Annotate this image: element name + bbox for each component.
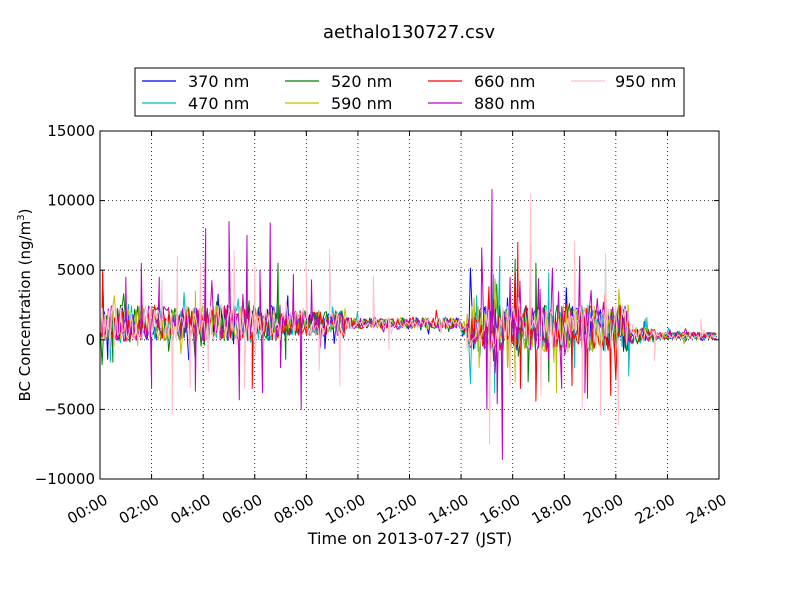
legend-label: 950 nm (615, 72, 676, 91)
legend-label: 880 nm (474, 94, 535, 113)
x-tick-label: 20:00 (580, 491, 626, 528)
chart-title: aethalo130727.csv (323, 22, 495, 43)
x-tick-label: 08:00 (271, 491, 317, 528)
y-tick-label: −10000 (35, 470, 95, 488)
series-lines (100, 189, 717, 460)
x-tick-label: 18:00 (529, 491, 575, 528)
x-axis-label: Time on 2013-07-27 (JST) (307, 529, 512, 548)
plot-area (99, 130, 720, 480)
y-tick-labels: −10000 −5000 0 5000 10000 15000 (35, 122, 95, 488)
x-tick-label: 16:00 (477, 491, 523, 528)
legend-label: 520 nm (331, 72, 392, 91)
x-tick-label: 14:00 (425, 491, 471, 528)
legend-label: 470 nm (188, 94, 249, 113)
series-line-950-nm (100, 193, 717, 445)
y-axis-label: BC Concentration (ng/m3) (16, 209, 34, 402)
plot-background (100, 131, 719, 479)
axis-ticks (99, 130, 720, 480)
y-axis-label-sup: 3 (16, 214, 27, 220)
y-tick-label: 10000 (47, 192, 95, 210)
y-tick-label: 0 (85, 331, 95, 349)
x-tick-label: 22:00 (632, 491, 678, 528)
x-tick-labels: 00:00 02:00 04:00 06:00 08:00 10:00 12:00 14:00… (64, 491, 729, 528)
legend: 370 nm 470 nm 520 nm 590 nm 660 nm 880 nm 950 … (134, 67, 685, 117)
y-tick-label: 15000 (47, 122, 95, 140)
series-line-880-nm (100, 189, 717, 460)
y-axis-label-close: ) (16, 209, 34, 215)
x-tick-label: 02:00 (116, 491, 162, 528)
y-tick-label: −5000 (44, 400, 95, 418)
legend-label: 370 nm (188, 72, 249, 91)
legend-label: 590 nm (331, 94, 392, 113)
y-tick-label: 5000 (57, 261, 95, 279)
legend-label: 660 nm (474, 72, 535, 91)
x-tick-label: 06:00 (219, 491, 265, 528)
y-axis-label-main: BC Concentration (ng/m (16, 221, 34, 402)
series-line-590-nm (100, 278, 717, 394)
legend-box (134, 67, 685, 117)
x-tick-label: 00:00 (64, 491, 110, 528)
x-tick-label: 10:00 (322, 491, 368, 528)
x-tick-label: 24:00 (683, 491, 729, 528)
x-tick-label: 04:00 (167, 491, 213, 528)
x-tick-label: 12:00 (374, 491, 420, 528)
